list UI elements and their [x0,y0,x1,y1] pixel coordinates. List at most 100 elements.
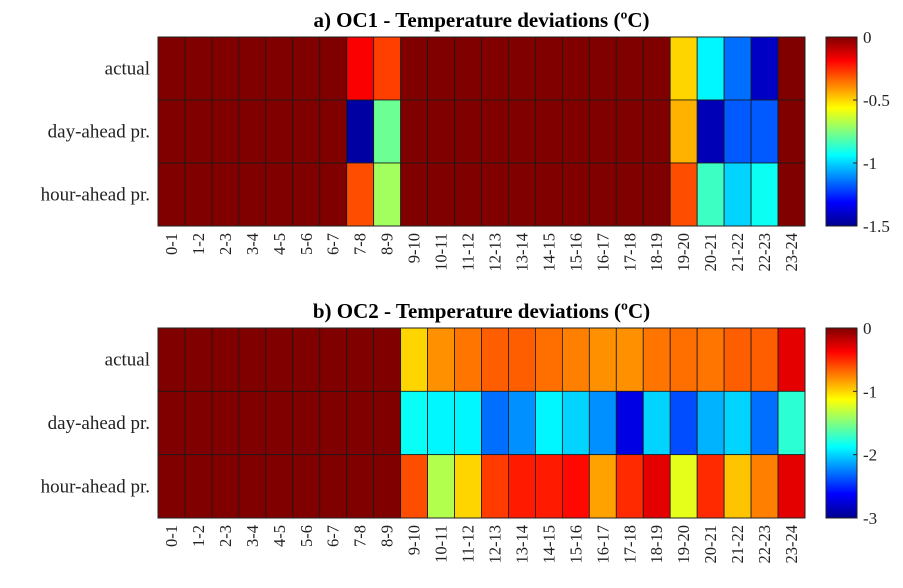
column-tick-label: 21-22 [728,233,747,272]
column-tick-label: 7-8 [351,525,370,547]
column-tick-label: 5-6 [297,525,316,547]
column-tick-label: 3-4 [243,233,262,255]
column-tick-label: 19-20 [674,233,693,272]
heatmap-cell [696,327,725,392]
colorbar-tick-label: -1 [863,154,877,173]
heatmap-cell [211,36,240,101]
column-tick-label: 10-11 [432,233,451,271]
colorbar-tick-label: -1.5 [863,217,890,236]
heatmap-cell [669,327,698,392]
row-label: hour-ahead pr. [41,476,150,497]
heatmap-cell [777,36,806,101]
column-tick-label: 15-16 [566,525,585,564]
column-tick-label: 4-5 [270,233,289,255]
column-tick-label: 9-10 [405,233,424,263]
heatmap-cell [400,390,428,456]
heatmap-cell [238,327,267,392]
column-tick-label: 22-23 [755,233,774,272]
colorbar-tick-label: 0 [863,319,872,338]
heatmap-cell [427,99,455,164]
heatmap-cell [615,99,644,164]
heatmap-cell [157,390,186,456]
heatmap-cell [265,327,294,392]
row-label: actual [105,350,150,371]
column-tick-label: 4-5 [270,525,289,547]
column-tick-label: 1-2 [189,525,208,547]
column-tick-label: 7-8 [351,233,370,255]
heatmap-cell [238,162,267,227]
heatmap-cell [642,36,671,101]
heatmap-cell [211,99,240,164]
column-tick-label: 0-1 [162,525,181,547]
column-tick-label: 1-2 [189,233,208,255]
column-tick-label: 3-4 [243,525,262,547]
heatmap-cell [346,36,375,101]
heatmap-cell [373,390,402,456]
column-tick-label: 23-24 [782,233,801,272]
column-tick-label: 11-12 [459,233,478,271]
column-tick-label: 19-20 [674,525,693,564]
colorbar [825,36,858,227]
heatmap-cell [723,162,752,227]
column-tick-label: 2-3 [216,233,235,255]
heatmap-cell [535,327,563,392]
heatmap-cell [346,162,375,227]
heatmap-cell [723,36,752,101]
heatmap-cell [454,454,482,519]
column-tick-label: 5-6 [297,233,316,255]
heatmap-cell [750,327,779,392]
heatmap-cell [669,390,698,456]
heatmap-cell [157,99,186,164]
colorbar-tick-label: -2 [863,446,877,465]
colorbar [825,327,858,519]
heatmap-cell [454,162,482,227]
heatmap-cell [615,162,644,227]
column-tick-label: 20-21 [701,233,720,272]
heatmap-cell [400,99,428,164]
heatmap-cell [427,36,455,101]
heatmap-cell [615,36,644,101]
column-tick-label: 2-3 [216,525,235,547]
heatmap-cell [535,454,563,519]
column-tick-label: 6-7 [324,233,343,255]
heatmap-cell [346,99,375,164]
heatmap-cell [481,36,509,101]
heatmap-cell [561,327,590,392]
heatmap-cell [211,454,240,519]
heatmap-cell [184,390,213,456]
heatmap-cell [723,454,752,519]
heatmap-cell [265,162,294,227]
column-tick-label: 22-23 [755,525,774,564]
heatmap-cell [588,36,617,101]
heatmap-cell [481,99,509,164]
heatmap-cell [373,454,402,519]
heatmap-cell [454,99,482,164]
heatmap-cell [211,327,240,392]
heatmap-cell [723,327,752,392]
row-label: day-ahead pr. [48,413,150,434]
heatmap-cell [750,99,779,164]
heatmap-cell [535,390,563,456]
heatmap-cell [184,162,213,227]
colorbar-tick-label: -0.5 [863,91,890,110]
column-tick-label: 11-12 [459,525,478,563]
heatmap-cell [265,454,294,519]
row-label: actual [105,59,150,80]
heatmap-cell [669,162,698,227]
heatmap-cell [184,327,213,392]
column-tick-label: 9-10 [405,525,424,555]
heatmap-cell [292,390,321,456]
column-tick-label: 17-18 [620,525,639,564]
heatmap-cell [508,454,536,519]
heatmap-cell [427,327,455,392]
heatmap-cell [454,36,482,101]
heatmap-cell [184,454,213,519]
heatmap-cell [723,390,752,456]
heatmap-cell [750,454,779,519]
column-tick-label: 12-13 [485,525,504,564]
heatmap-cell [508,99,536,164]
heatmap-cell [400,454,428,519]
column-tick-label: 8-9 [378,525,397,547]
heatmap-cell [427,162,455,227]
heatmap-cell [157,454,186,519]
